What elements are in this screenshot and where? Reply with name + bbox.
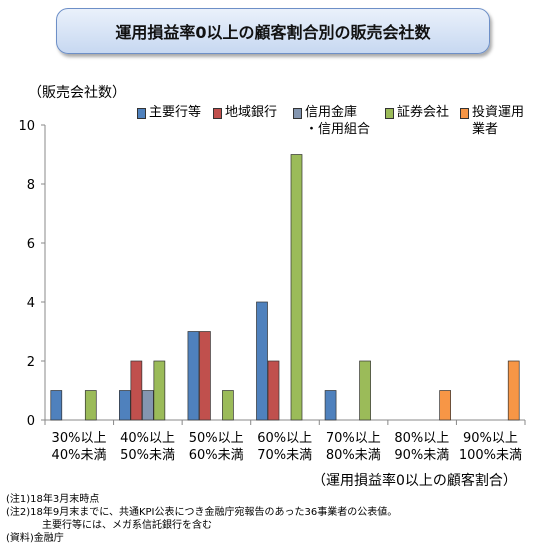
legend-item: 地域銀行 <box>213 104 277 121</box>
bar <box>439 390 451 421</box>
bar <box>119 390 131 421</box>
bar <box>359 360 371 421</box>
bar <box>199 331 211 421</box>
legend-swatch <box>460 108 469 119</box>
legend-swatch <box>385 108 394 119</box>
note: (注2)18年9月末までに、共通KPI公表につき金融庁宛報告のあった36事業者の… <box>6 507 398 518</box>
y-tick-label: 6 <box>27 237 35 252</box>
legend-item: 投資運用 業者 <box>460 104 524 138</box>
y-tick-label: 10 <box>18 119 35 134</box>
bar <box>256 301 268 421</box>
x-tick-label: 30%以上 40%未満 <box>51 431 107 463</box>
x-tick-label: 80%以上 90%未満 <box>394 431 450 463</box>
legend-swatch <box>213 108 222 119</box>
bar <box>267 360 280 421</box>
note: (資料)金融庁 <box>6 533 64 544</box>
legend-item: 主要行等 <box>137 104 201 121</box>
bar <box>153 360 166 421</box>
bar <box>142 390 154 421</box>
legend-swatch <box>137 108 146 119</box>
bar <box>50 390 63 421</box>
bar <box>130 360 143 421</box>
bar <box>187 331 200 421</box>
x-axis-title: （運用損益率0以上の顧客割合） <box>312 473 517 489</box>
y-tick-label: 0 <box>27 414 35 429</box>
bar <box>84 390 97 421</box>
x-tick-label: 90%以上 100%未満 <box>458 431 522 463</box>
y-tick-label: 8 <box>27 178 35 193</box>
note: (注1)18年3月末時点 <box>6 494 100 505</box>
x-tick-label: 40%以上 50%未満 <box>120 431 176 463</box>
legend-item: 証券会社 <box>385 104 449 121</box>
bar <box>222 390 234 421</box>
bar <box>324 390 337 421</box>
x-tick-label: 50%以上 60%未満 <box>188 431 244 463</box>
x-tick-label: 60%以上 70%未満 <box>257 431 313 463</box>
y-tick-label: 4 <box>27 296 35 311</box>
legend-item: 信用金庫 ・信用組合 <box>293 104 370 138</box>
legend-swatch <box>293 108 302 119</box>
y-axis-title: （販売会社数） <box>28 85 126 101</box>
x-tick-label: 70%以上 80%未満 <box>325 431 381 463</box>
chart-title: 運用損益率0以上の顧客割合別の販売会社数 <box>56 8 490 54</box>
bar <box>290 154 303 421</box>
bar <box>507 360 520 421</box>
note: 主要行等には、メガ系信託銀行を含む <box>42 520 212 531</box>
y-tick-label: 2 <box>27 355 35 370</box>
